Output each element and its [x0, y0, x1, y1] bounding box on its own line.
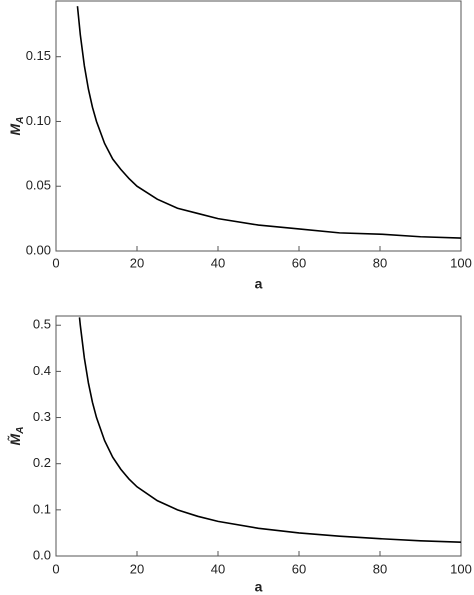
plot: 0.0 0.1 0.2 0.3 0.4 0.5 0 20 40 60 80 100 a M̃A [6, 315, 472, 595]
y-tick-label: 0.3 [33, 409, 51, 424]
x-axis-label: a [255, 579, 263, 595]
y-tick-label: 0.2 [33, 455, 51, 470]
x-tick-label: 80 [373, 561, 387, 576]
x-tick-label: 100 [450, 561, 472, 576]
plot-frame [55, 315, 462, 557]
y-tick-label: 0.10 [26, 113, 51, 128]
x-axis-label: a [255, 276, 263, 292]
x-tick-label: 0 [52, 561, 59, 576]
y-tick-label: 0.15 [26, 48, 51, 63]
plot-frame [55, 0, 462, 252]
plot: 0.00 0.05 0.10 0.15 0 20 40 60 80 100 a MA [7, 0, 472, 292]
x-tick-label: 40 [211, 255, 225, 270]
x-tick-label: 40 [211, 561, 225, 576]
y-tick-label: 0.1 [33, 501, 51, 516]
y-axis-label-main: M [7, 123, 23, 135]
y-axis-label-sub: A [15, 117, 26, 125]
x-tick-label: 100 [450, 255, 472, 270]
y-tick-label: 0.5 [33, 317, 51, 332]
y-axis-label-main: M̃ [6, 433, 23, 445]
line-series [78, 317, 461, 543]
y-tick-label: 0.4 [33, 363, 51, 378]
y-axis-label: MA [7, 117, 26, 136]
line-series [76, 6, 461, 239]
y-tick-label: 0.00 [26, 242, 51, 257]
x-tick-label: 80 [373, 255, 387, 270]
y-tick-label: 0.0 [33, 547, 51, 562]
x-tick-label: 60 [292, 561, 306, 576]
x-tick-label: 20 [130, 255, 144, 270]
y-axis-label-sub: A [15, 427, 26, 435]
y-tick-label: 0.05 [26, 178, 51, 193]
x-tick-label: 60 [292, 255, 306, 270]
x-tick-label: 20 [130, 561, 144, 576]
x-tick-label: 0 [52, 255, 59, 270]
y-axis-label: M̃A [6, 427, 26, 446]
